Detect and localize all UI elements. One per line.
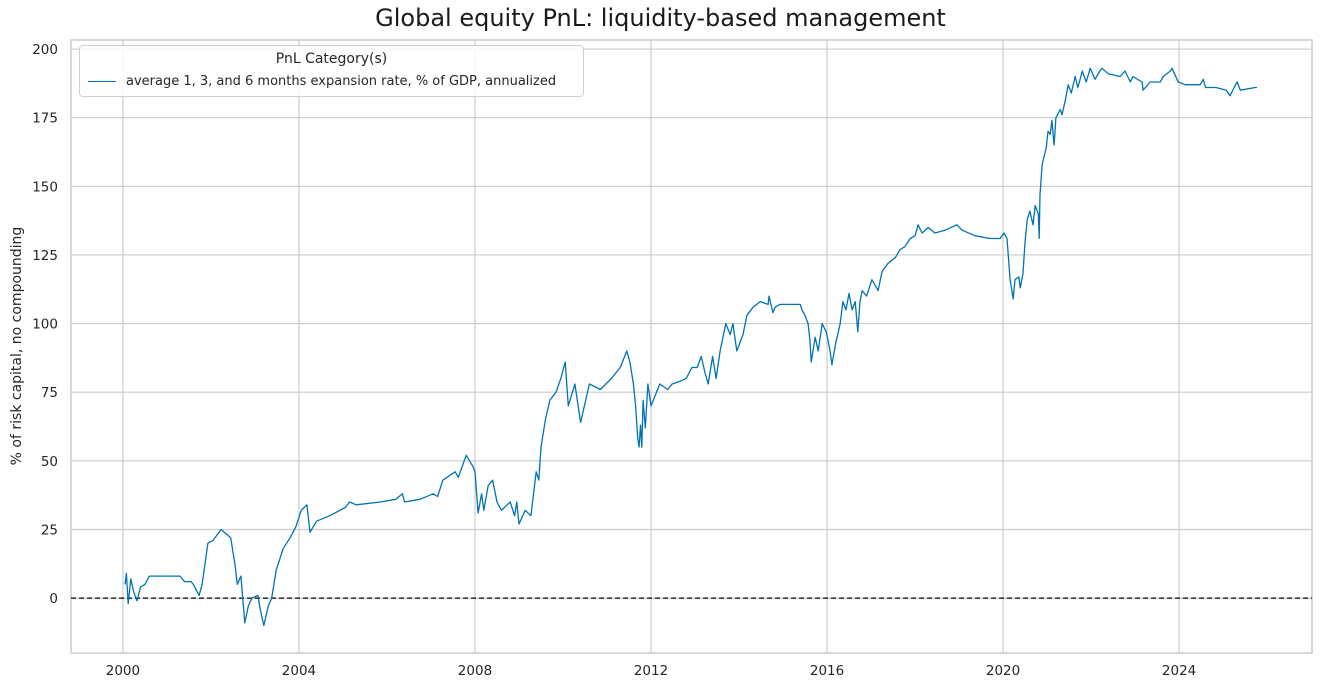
x-tick-label: 2000	[106, 663, 140, 679]
plot-frame	[70, 39, 1313, 654]
y-tick-label: 0	[49, 591, 58, 607]
series-line	[124, 67, 1257, 627]
y-tick-label: 25	[41, 522, 58, 538]
legend-title: PnL Category(s)	[275, 51, 388, 67]
x-tick-label: 2024	[1162, 663, 1196, 679]
x-tick-label: 2004	[282, 663, 316, 679]
legend-label: average 1, 3, and 6 months expansion rat…	[126, 74, 557, 89]
y-tick-label: 200	[32, 42, 58, 58]
y-tick-label: 125	[32, 248, 58, 264]
legend-swatch	[88, 81, 116, 82]
y-tick-label: 175	[32, 111, 58, 127]
x-tick-label: 2008	[458, 663, 492, 679]
y-tick-label: 100	[32, 317, 58, 333]
x-tick-label: 2012	[634, 663, 668, 679]
y-tick-label: 50	[41, 454, 58, 470]
x-tick-label: 2020	[986, 663, 1020, 679]
legend-entry: average 1, 3, and 6 months expansion rat…	[88, 74, 556, 89]
y-tick-label: 75	[41, 385, 58, 401]
x-tick-label: 2016	[810, 663, 844, 679]
y-tick-label: 150	[32, 179, 58, 195]
legend: PnL Category(s) average 1, 3, and 6 mont…	[79, 45, 584, 97]
chart-title: Global equity PnL: liquidity-based manag…	[375, 4, 946, 32]
